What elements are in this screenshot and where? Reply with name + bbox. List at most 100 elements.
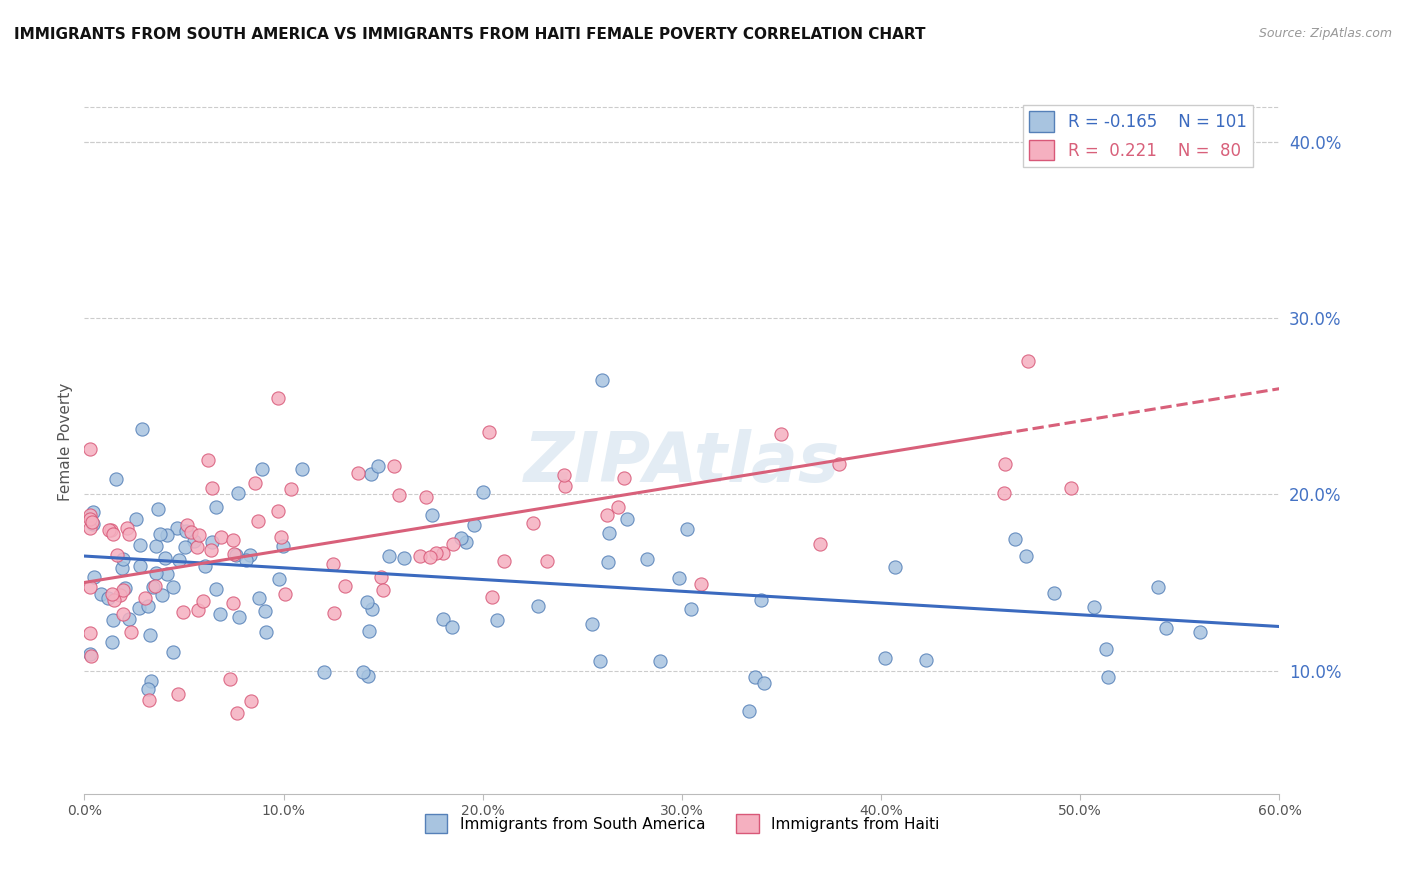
Point [394,550,416,565]
Point [314,665,336,680]
Point [172,605,194,619]
Point [79,626,101,640]
Point [481,590,503,604]
Point [463,518,485,533]
Point [139,674,162,689]
Point [79,580,101,594]
Point [737,704,759,718]
Point [884,559,907,574]
Point [270,530,292,544]
Point [271,539,294,553]
Point [128,539,150,553]
Point [607,500,630,515]
Point [581,616,603,631]
Text: Source: ZipAtlas.com: Source: ZipAtlas.com [1258,27,1392,40]
Point [101,613,124,627]
Point [228,610,250,624]
Point [675,523,697,537]
Point [117,526,139,541]
Point [378,549,401,563]
Point [125,512,148,526]
Point [478,425,501,440]
Point [346,466,368,480]
Point [425,545,447,559]
Point [136,599,159,614]
Point [993,486,1015,500]
Point [598,526,620,541]
Point [486,613,509,627]
Point [247,591,270,606]
Point [291,461,314,475]
Point [1017,353,1039,368]
Point [146,502,169,516]
Point [150,589,173,603]
Point [225,549,247,563]
Point [111,560,134,574]
Point [596,555,619,569]
Point [114,581,136,595]
Point [245,475,267,490]
Point [267,572,290,586]
Point [371,583,394,598]
Point [142,580,165,594]
Point [111,582,134,597]
Point [536,554,558,568]
Point [226,486,249,500]
Point [118,612,141,626]
Point [219,672,242,686]
Point [224,547,246,561]
Point [356,595,378,609]
Point [79,442,101,457]
Point [322,558,344,572]
Point [79,521,101,535]
Point [744,670,766,684]
Point [80,649,103,664]
Point [246,514,269,528]
Point [527,599,550,614]
Point [149,527,172,541]
Point [204,582,226,596]
Point [128,600,150,615]
Y-axis label: Female Poverty: Female Poverty [58,383,73,500]
Point [156,528,179,542]
Point [201,534,224,549]
Point [679,602,702,616]
Point [367,458,389,473]
Point [360,467,382,482]
Point [225,706,247,720]
Point [808,537,831,551]
Point [153,550,176,565]
Point [104,471,127,485]
Point [162,645,184,659]
Point [749,592,772,607]
Point [79,512,101,526]
Point [689,577,711,591]
Point [129,559,152,574]
Legend: Immigrants from South America, Immigrants from Haiti: Immigrants from South America, Immigrant… [419,808,945,839]
Point [471,484,494,499]
Point [187,603,209,617]
Point [112,607,135,621]
Point [97,591,120,606]
Point [120,624,142,639]
Point [357,624,380,638]
Point [254,624,277,639]
Point [209,530,232,544]
Point [596,508,619,522]
Point [914,652,936,666]
Point [1004,532,1026,546]
Point [201,482,224,496]
Point [108,588,131,602]
Point [176,518,198,533]
Point [266,504,288,518]
Point [200,542,222,557]
Point [183,533,205,548]
Point [353,665,375,679]
Point [162,580,184,594]
Point [82,505,104,519]
Point [101,587,124,601]
Point [827,458,849,472]
Point [589,654,612,668]
Point [409,549,432,564]
Point [994,457,1017,471]
